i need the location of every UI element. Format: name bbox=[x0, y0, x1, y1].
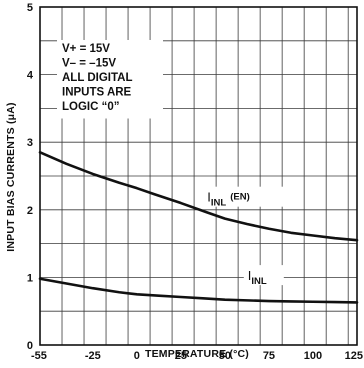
x-tick-label: 125 bbox=[345, 350, 363, 362]
x-tick-label: -55 bbox=[31, 350, 47, 362]
note-line: ALL DIGITAL bbox=[62, 72, 132, 84]
series-label-background bbox=[203, 186, 292, 207]
y-tick-label: 0 bbox=[27, 340, 33, 352]
note-line: INPUTS ARE bbox=[62, 87, 132, 99]
plot-frame bbox=[39, 6, 358, 346]
note-line: LOGIC “0” bbox=[62, 101, 120, 113]
y-tick-label: 4 bbox=[27, 70, 34, 82]
x-axis-label: TEMPERATURE (°C) bbox=[145, 348, 249, 360]
series-line-iinl-en bbox=[38, 151, 359, 242]
series-labels: IINL(EN) IINL bbox=[203, 186, 292, 287]
tick-labels: 0 1 2 3 4 5 -55 -25 0 25 50 75 100 125 bbox=[27, 2, 363, 362]
note-line: V– = –15V bbox=[62, 58, 116, 70]
y-tick-label: 5 bbox=[27, 2, 33, 14]
y-axis-label: INPUT BIAS CURRENTS (μA) bbox=[5, 102, 17, 251]
y-tick-label: 2 bbox=[27, 205, 33, 217]
note-line: V+ = 15V bbox=[62, 43, 110, 55]
y-tick-label: 1 bbox=[27, 272, 33, 284]
x-tick-label: 50 bbox=[219, 350, 231, 362]
plot-border bbox=[39, 6, 358, 346]
series-label-iinl: IINL bbox=[248, 268, 267, 287]
x-tick-label: 75 bbox=[263, 350, 275, 362]
conditions-note: V+ = 15V V– = –15V ALL DIGITAL INPUTS ARE LO… bbox=[57, 40, 163, 119]
note-background bbox=[57, 40, 163, 119]
curves bbox=[38, 151, 359, 304]
x-tick-label: 100 bbox=[304, 350, 322, 362]
y-tick-label: 3 bbox=[27, 137, 33, 149]
series-line-iinl bbox=[38, 277, 359, 304]
series-label-background bbox=[243, 265, 284, 286]
x-tick-label: 25 bbox=[175, 350, 187, 362]
series-label-iinl-en: IINL(EN) bbox=[207, 190, 249, 209]
x-tick-label: -25 bbox=[85, 350, 101, 362]
x-tick-label: 0 bbox=[134, 350, 140, 362]
